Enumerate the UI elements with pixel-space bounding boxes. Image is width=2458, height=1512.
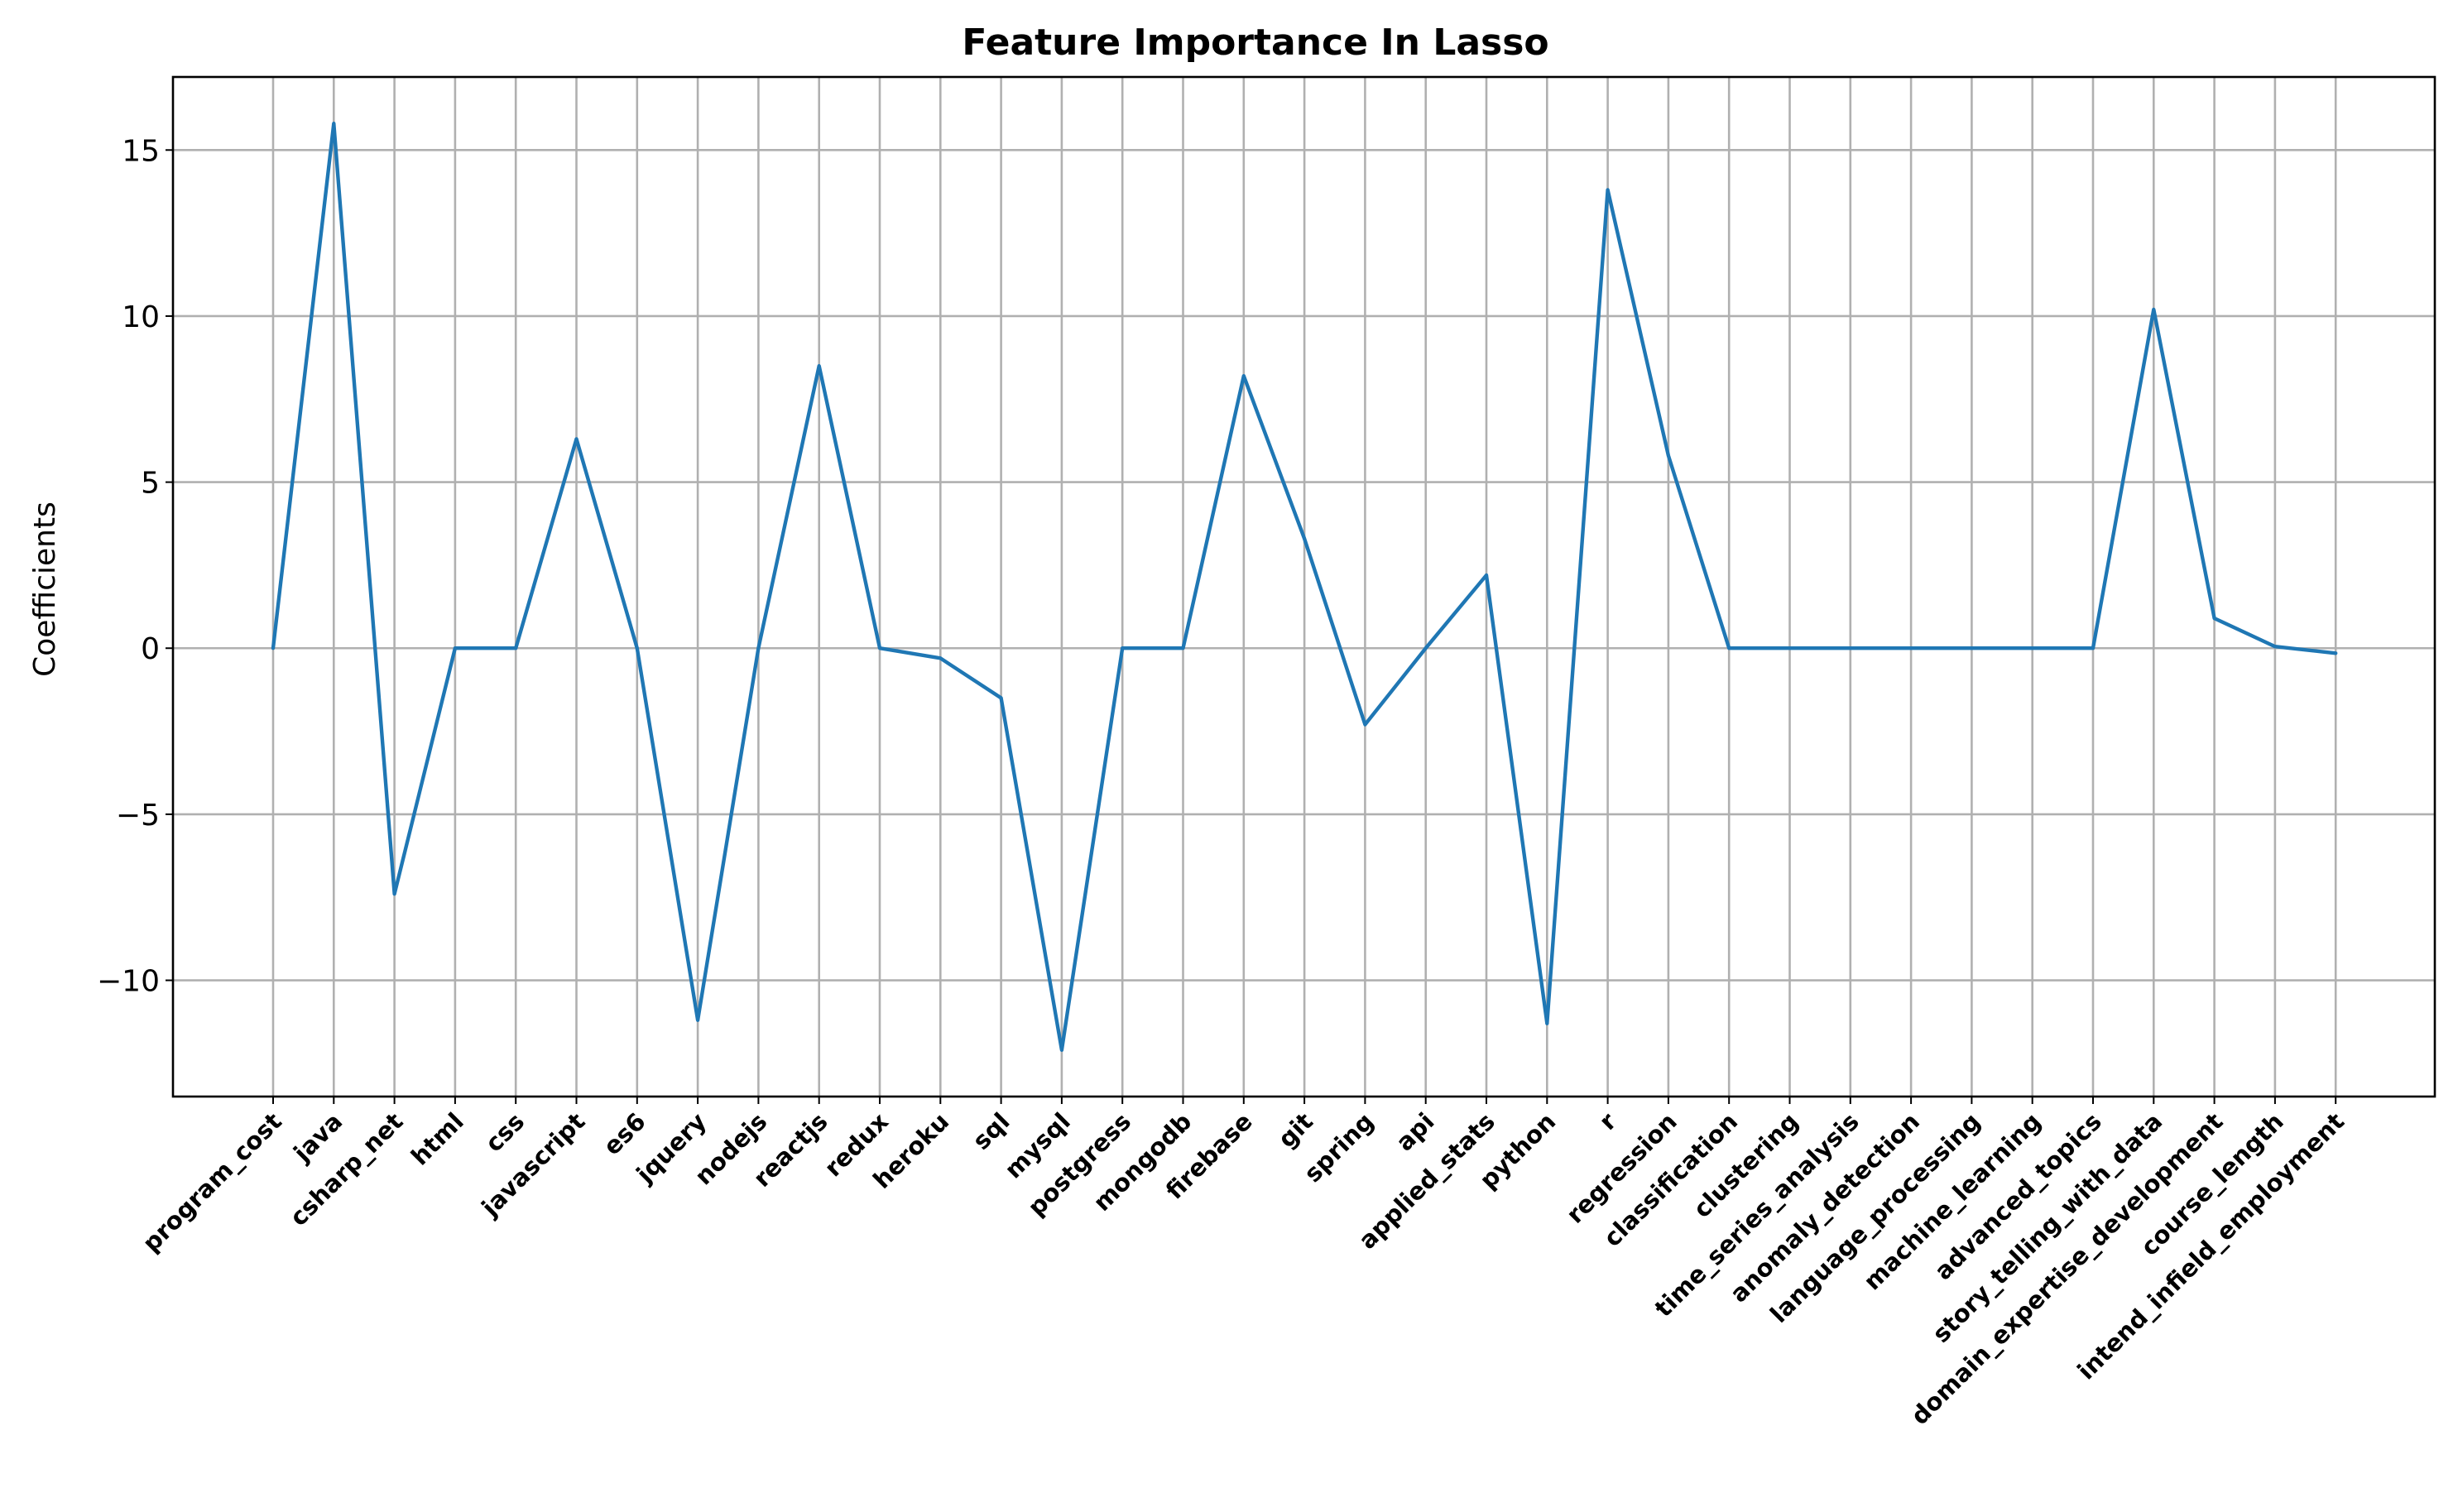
y-tick-label: 0	[141, 632, 160, 666]
y-tick-label: 15	[122, 134, 160, 168]
series-line	[271, 121, 2338, 1053]
y-tick-label: 10	[122, 300, 160, 334]
grid	[173, 77, 2435, 1097]
series-layer	[271, 121, 2338, 1053]
x-tick-label: sql	[967, 1107, 1015, 1155]
y-tick-label: −10	[97, 965, 160, 999]
x-tick-label: program_cost	[137, 1107, 288, 1258]
y-axis-label: Coefficients	[28, 502, 62, 677]
x-tick-label: git	[1272, 1107, 1318, 1154]
x-tick-label: r	[1593, 1106, 1622, 1135]
x-tick-label: html	[406, 1107, 469, 1171]
x-tick-label: css	[480, 1107, 530, 1158]
chart-title: Feature Importance In Lasso	[962, 22, 1548, 64]
y-tick-label: −5	[116, 799, 160, 833]
x-tick-label: api	[1390, 1107, 1440, 1157]
y-tick-label: 5	[141, 467, 160, 501]
x-tick-label: es6	[598, 1107, 651, 1160]
